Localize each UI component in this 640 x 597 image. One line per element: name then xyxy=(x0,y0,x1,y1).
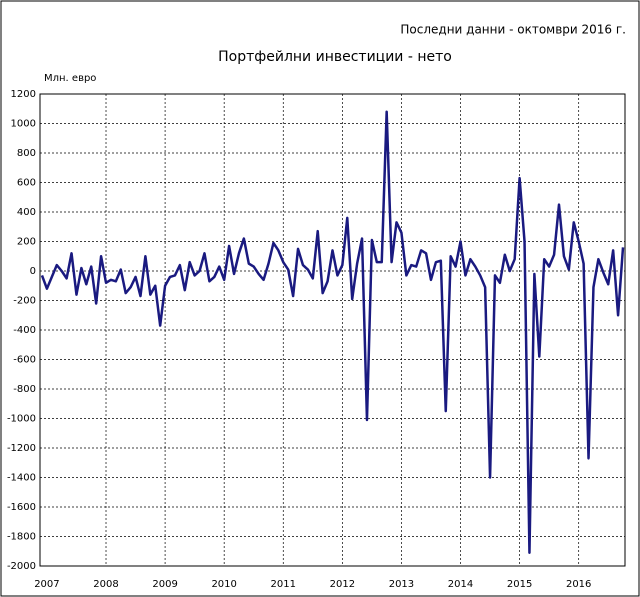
y-tick-label: -800 xyxy=(13,384,36,395)
y-tick-label: -200 xyxy=(13,296,36,307)
y-tick-label: -1600 xyxy=(7,502,36,513)
y-tick-label: -600 xyxy=(13,355,36,366)
y-axis-label: Млн. евро xyxy=(44,73,96,84)
y-tick-label: 800 xyxy=(17,148,36,159)
y-tick-label: -400 xyxy=(13,325,36,336)
x-tick-label: 2008 xyxy=(93,579,118,590)
y-tick-label: 200 xyxy=(17,237,36,248)
y-tick-label: -1200 xyxy=(7,443,36,454)
y-tick-label: -1000 xyxy=(7,414,36,425)
y-tick-label: -1400 xyxy=(7,473,36,484)
x-tick-label: 2011 xyxy=(271,579,296,590)
y-tick-label: -2000 xyxy=(7,561,36,572)
x-tick-label: 2014 xyxy=(448,579,473,590)
y-tick-label: 1200 xyxy=(11,89,36,100)
y-tick-label: -1800 xyxy=(7,532,36,543)
x-tick-label: 2010 xyxy=(211,579,236,590)
data-line xyxy=(40,110,625,554)
x-tick-label: 2009 xyxy=(152,579,177,590)
y-tick-label: 1000 xyxy=(11,119,36,130)
x-tick-label: 2007 xyxy=(34,579,59,590)
x-tick-label: 2016 xyxy=(566,579,591,590)
x-tick-label: 2013 xyxy=(389,579,414,590)
y-tick-label: 400 xyxy=(17,207,36,218)
chart-title: Портфейлни инвестиции - нето xyxy=(218,49,452,65)
x-tick-label: 2015 xyxy=(507,579,532,590)
y-tick-label: 600 xyxy=(17,178,36,189)
x-tick-label: 2012 xyxy=(330,579,355,590)
chart-subtitle: Последни данни - октомври 2016 г. xyxy=(400,23,626,37)
y-tick-label: 0 xyxy=(30,266,36,277)
